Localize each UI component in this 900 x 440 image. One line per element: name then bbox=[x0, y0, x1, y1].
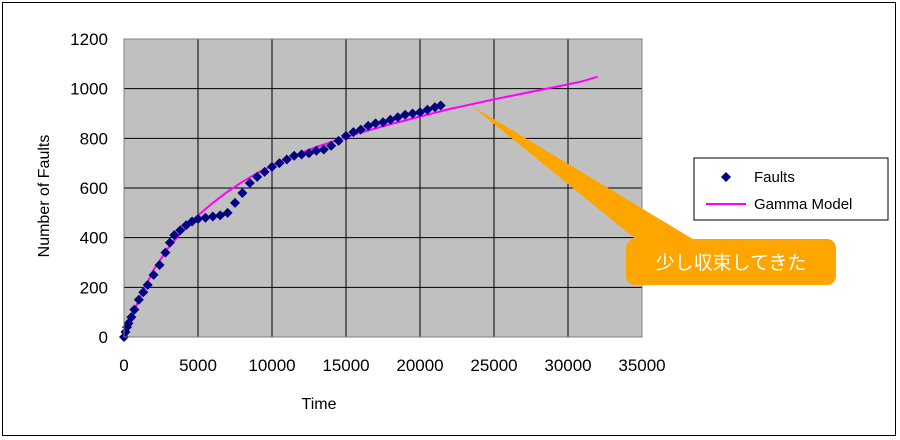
fault-point bbox=[370, 118, 381, 129]
x-tick-label: 0 bbox=[119, 356, 128, 375]
fault-point bbox=[138, 287, 149, 298]
fault-point bbox=[341, 130, 351, 141]
legend-box bbox=[693, 157, 889, 221]
x-tick-label: 10000 bbox=[248, 356, 295, 375]
fault-point bbox=[154, 259, 165, 270]
y-tick-label: 400 bbox=[80, 229, 108, 248]
x-tick-label: 20000 bbox=[396, 356, 443, 375]
y-tick-label: 600 bbox=[80, 179, 108, 198]
fault-point bbox=[164, 237, 175, 248]
fault-point bbox=[193, 214, 203, 225]
fault-point bbox=[274, 158, 285, 169]
fault-point bbox=[407, 108, 418, 119]
callout-annotation: 少し収束してきた bbox=[471, 105, 836, 285]
fault-point bbox=[129, 304, 140, 315]
fault-point bbox=[133, 294, 144, 305]
fault-point bbox=[267, 161, 277, 172]
fault-point bbox=[230, 197, 240, 208]
fault-point bbox=[252, 171, 263, 182]
fault-point bbox=[333, 135, 344, 146]
callout-pointer bbox=[471, 105, 696, 241]
legend-gamma-label: Gamma Model bbox=[754, 196, 852, 213]
legend-faults-marker bbox=[721, 172, 731, 182]
y-tick-label: 0 bbox=[99, 328, 108, 347]
chart-svg: 0 5000 10000 15000 20000 25000 30000 35000 0 200… bbox=[36, 30, 889, 413]
callout-text: 少し収束してきた bbox=[656, 252, 807, 274]
y-tick-labels: 0 200 400 600 800 1000 1200 bbox=[70, 30, 108, 347]
chart-frame: 0 5000 10000 15000 20000 25000 30000 35000 0 200… bbox=[2, 2, 896, 436]
y-tick-label: 1200 bbox=[70, 30, 108, 49]
fault-point bbox=[281, 154, 292, 165]
fault-point bbox=[318, 144, 329, 155]
fault-point bbox=[435, 100, 446, 111]
fault-point bbox=[237, 187, 248, 198]
legend-faults-label: Faults bbox=[754, 169, 795, 186]
fault-point bbox=[259, 166, 270, 177]
fault-point bbox=[296, 149, 307, 160]
x-tick-labels: 0 5000 10000 15000 20000 25000 30000 35000 bbox=[119, 356, 665, 375]
fault-point bbox=[169, 230, 180, 241]
fault-point bbox=[289, 150, 300, 161]
legend: Faults Gamma Model bbox=[693, 157, 889, 221]
faults-series bbox=[119, 100, 446, 342]
y-axis-title: Number of Faults bbox=[36, 135, 53, 258]
fault-point bbox=[142, 279, 153, 290]
x-axis-title: Time bbox=[302, 396, 337, 413]
x-tick-label: 5000 bbox=[179, 356, 217, 375]
x-tick-label: 35000 bbox=[618, 356, 665, 375]
fault-point bbox=[120, 327, 131, 338]
fault-point bbox=[200, 212, 211, 223]
y-tick-label: 1000 bbox=[70, 80, 108, 99]
fault-point bbox=[311, 145, 322, 156]
fault-point bbox=[326, 140, 337, 151]
x-tick-label: 30000 bbox=[544, 356, 591, 375]
fault-point bbox=[160, 247, 171, 258]
fault-point bbox=[355, 124, 366, 135]
fault-point bbox=[207, 211, 218, 222]
fault-point bbox=[400, 109, 411, 120]
callout-box bbox=[626, 239, 836, 285]
plot-border bbox=[123, 38, 643, 338]
x-tick-label: 25000 bbox=[470, 356, 517, 375]
y-tick-label: 800 bbox=[80, 129, 108, 148]
fault-point bbox=[175, 225, 186, 236]
x-tick-label: 15000 bbox=[322, 356, 369, 375]
y-tick-label: 200 bbox=[80, 278, 108, 297]
fault-point bbox=[148, 269, 159, 280]
fault-point bbox=[244, 178, 255, 189]
fault-point bbox=[222, 207, 233, 218]
